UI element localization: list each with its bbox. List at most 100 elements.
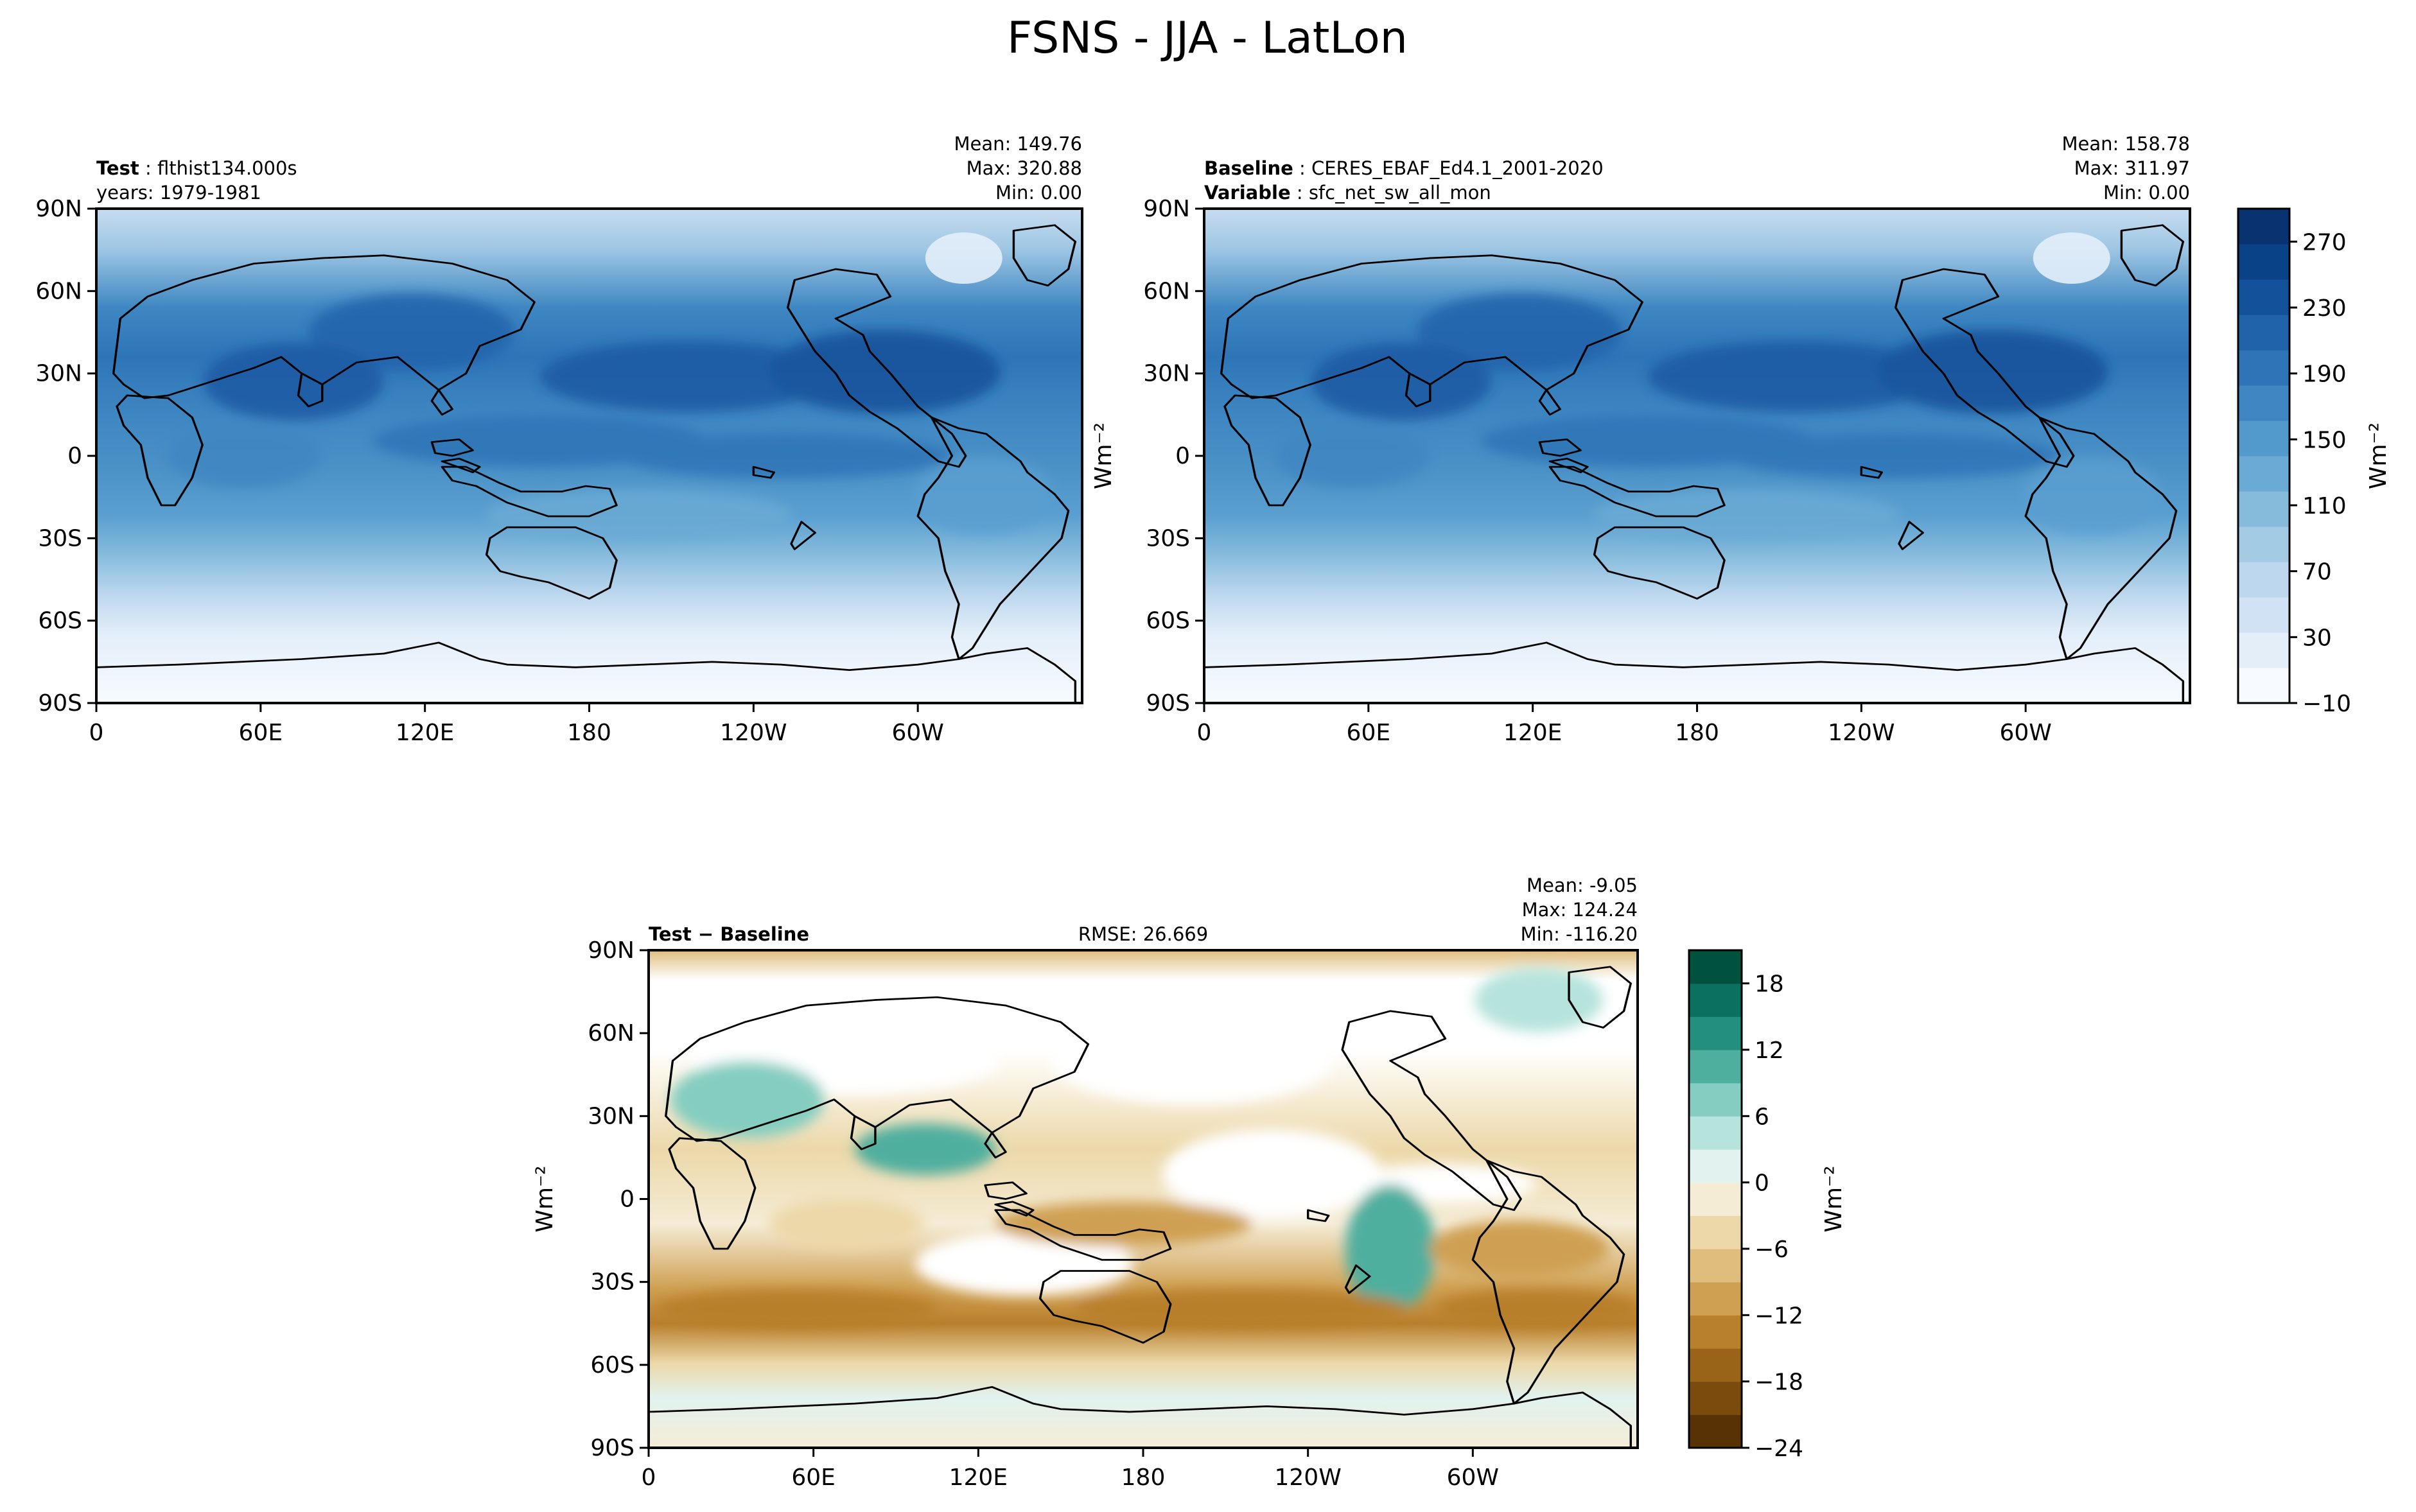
baseline-colorbar-segment xyxy=(2238,668,2289,704)
baseline-map xyxy=(1204,209,2190,703)
diff-colorbar-tick-label: 0 xyxy=(1755,1170,1769,1197)
baseline-info-line: Baseline : CERES_EBAF_Ed4.1_2001-2020 xyxy=(1204,157,1604,179)
diff-stat: Mean: -9.05 xyxy=(1527,874,1638,896)
diff-colorbar-tick-label: −24 xyxy=(1755,1436,1803,1462)
test-map xyxy=(96,209,1082,703)
baseline-info-line: Variable : sfc_net_sw_all_mon xyxy=(1204,182,1491,204)
diff-colorbar-segment xyxy=(1689,1215,1742,1249)
test-stat: Mean: 149.76 xyxy=(954,133,1082,155)
baseline-colorbar-segment xyxy=(2238,209,2289,245)
test-info-line: Test : flthist134.000s xyxy=(96,157,297,179)
baseline-colorbar-segment xyxy=(2238,350,2289,386)
baseline-colorbar-segment xyxy=(2238,456,2289,492)
baseline-colorbar-segment xyxy=(2238,421,2289,456)
diff-ylabel: Wm⁻² xyxy=(532,1165,558,1232)
baseline-xtick-label: 60W xyxy=(1999,720,2051,746)
diff-info-line: Test − Baseline xyxy=(649,923,809,945)
test-stat: Min: 0.00 xyxy=(995,182,1082,204)
diff-colorbar-segment xyxy=(1689,1116,1742,1150)
test-info-line: years: 1979-1981 xyxy=(96,182,261,204)
baseline-colorbar-segment xyxy=(2238,632,2289,668)
diff-colorbar-segment xyxy=(1689,1016,1742,1050)
diff-xtick-label: 0 xyxy=(642,1464,656,1491)
baseline-colorbar-segment xyxy=(2238,597,2289,633)
baseline-colorbar-label: Wm⁻² xyxy=(2365,422,2392,489)
baseline-ytick-label: 30N xyxy=(1143,361,1190,387)
baseline-stat: Mean: 158.78 xyxy=(2062,133,2190,155)
diff-colorbar-segment xyxy=(1689,1414,1742,1448)
baseline-colorbar: 270 230 190 150 110 70 30 −10 Wm⁻² xyxy=(2237,207,2392,717)
diff-ytick-label: 30N xyxy=(588,1103,635,1129)
diff-colorbar-segment xyxy=(1689,1050,1742,1084)
diff-xtick-label: 180 xyxy=(1121,1464,1166,1491)
diff-map xyxy=(649,950,1638,1448)
diff-colorbar-segment xyxy=(1689,950,1742,984)
diff-colorbar: 18 12 6 0 −6 −12 −18 −24 Wm⁻² xyxy=(1688,949,1847,1462)
baseline-stat: Max: 311.97 xyxy=(2074,157,2190,179)
test-xtick-label: 120W xyxy=(720,720,787,746)
diff-colorbar-tick-label: −12 xyxy=(1755,1303,1803,1329)
baseline-stat: Min: 0.00 xyxy=(2103,182,2190,204)
test-xtick-label: 120E xyxy=(396,720,454,746)
baseline-colorbar-tick-label: 30 xyxy=(2302,625,2332,651)
diff-ytick-label: 60N xyxy=(588,1020,635,1047)
baseline-xtick-label: 120W xyxy=(1828,720,1895,746)
diff-colorbar-segment xyxy=(1689,983,1742,1017)
baseline-colorbar-tick-label: −10 xyxy=(2302,691,2351,717)
diff-colorbar-tick-label: 18 xyxy=(1755,971,1784,998)
diff-stat: Max: 124.24 xyxy=(1522,899,1638,921)
diff-colorbar-tick-label: −6 xyxy=(1755,1237,1789,1263)
baseline-xtick-label: 180 xyxy=(1675,720,1719,746)
diff-stat: Min: -116.20 xyxy=(1521,923,1638,945)
test-ytick-label: 30N xyxy=(35,361,82,387)
diff-xtick-label: 60W xyxy=(1447,1464,1499,1491)
diff-rmse: RMSE: 26.669 xyxy=(1078,923,1208,945)
figure-title: FSNS - JJA - LatLon xyxy=(1007,13,1408,64)
diff-xtick-label: 120E xyxy=(949,1464,1008,1491)
diff-ytick-label: 30S xyxy=(590,1269,635,1296)
diff-colorbar-segment xyxy=(1689,1149,1742,1183)
baseline-colorbar-segment xyxy=(2238,562,2289,598)
baseline-colorbar-tick-label: 230 xyxy=(2302,295,2347,322)
baseline-xtick-label: 120E xyxy=(1503,720,1562,746)
baseline-colorbar-segment xyxy=(2238,244,2289,280)
baseline-colorbar-tick-label: 70 xyxy=(2302,559,2332,586)
test-stat: Max: 320.88 xyxy=(967,157,1082,179)
diff-xtick-label: 60E xyxy=(791,1464,836,1491)
diff-ytick-label: 90S xyxy=(590,1435,635,1461)
baseline-ytick-label: 30S xyxy=(1146,525,1190,552)
baseline-colorbar-segment xyxy=(2238,279,2289,315)
diff-xtick-label: 120W xyxy=(1275,1464,1342,1491)
test-xtick-label: 180 xyxy=(567,720,611,746)
baseline-colorbar-tick-label: 190 xyxy=(2302,361,2347,388)
baseline-ytick-label: 90N xyxy=(1143,196,1190,222)
diff-ytick-label: 60S xyxy=(590,1352,635,1378)
baseline-xtick-label: 0 xyxy=(1197,720,1212,746)
baseline-colorbar-segment xyxy=(2238,385,2289,421)
diff-ytick-label: 0 xyxy=(620,1186,635,1213)
diff-colorbar-segment xyxy=(1689,1315,1742,1349)
baseline-ytick-label: 0 xyxy=(1175,443,1190,469)
test-ytick-label: 90N xyxy=(35,196,82,222)
test-ylabel: Wm⁻² xyxy=(1090,422,1117,489)
baseline-colorbar-tick-label: 270 xyxy=(2302,229,2347,256)
test-ytick-label: 90S xyxy=(38,690,82,717)
diff-colorbar-tick-label: 12 xyxy=(1755,1038,1784,1064)
baseline-colorbar-segment xyxy=(2238,491,2289,527)
baseline-colorbar-segment xyxy=(2238,526,2289,562)
diff-colorbar-segment xyxy=(1689,1249,1742,1283)
diff-ytick-label: 90N xyxy=(588,937,635,964)
diff-colorbar-segment xyxy=(1689,1082,1742,1117)
diff-colorbar-label: Wm⁻² xyxy=(1821,1165,1847,1232)
test-ytick-label: 0 xyxy=(67,443,82,469)
baseline-colorbar-tick-label: 150 xyxy=(2302,427,2347,453)
test-ytick-label: 30S xyxy=(38,525,82,552)
test-ytick-label: 60N xyxy=(35,278,82,304)
diff-colorbar-tick-label: 6 xyxy=(1755,1104,1769,1130)
baseline-colorbar-segment xyxy=(2238,315,2289,351)
diff-colorbar-segment xyxy=(1689,1282,1742,1316)
diff-colorbar-segment xyxy=(1689,1348,1742,1382)
test-xtick-label: 0 xyxy=(89,720,104,746)
test-ytick-label: 60S xyxy=(38,608,82,634)
diff-colorbar-segment xyxy=(1689,1381,1742,1415)
